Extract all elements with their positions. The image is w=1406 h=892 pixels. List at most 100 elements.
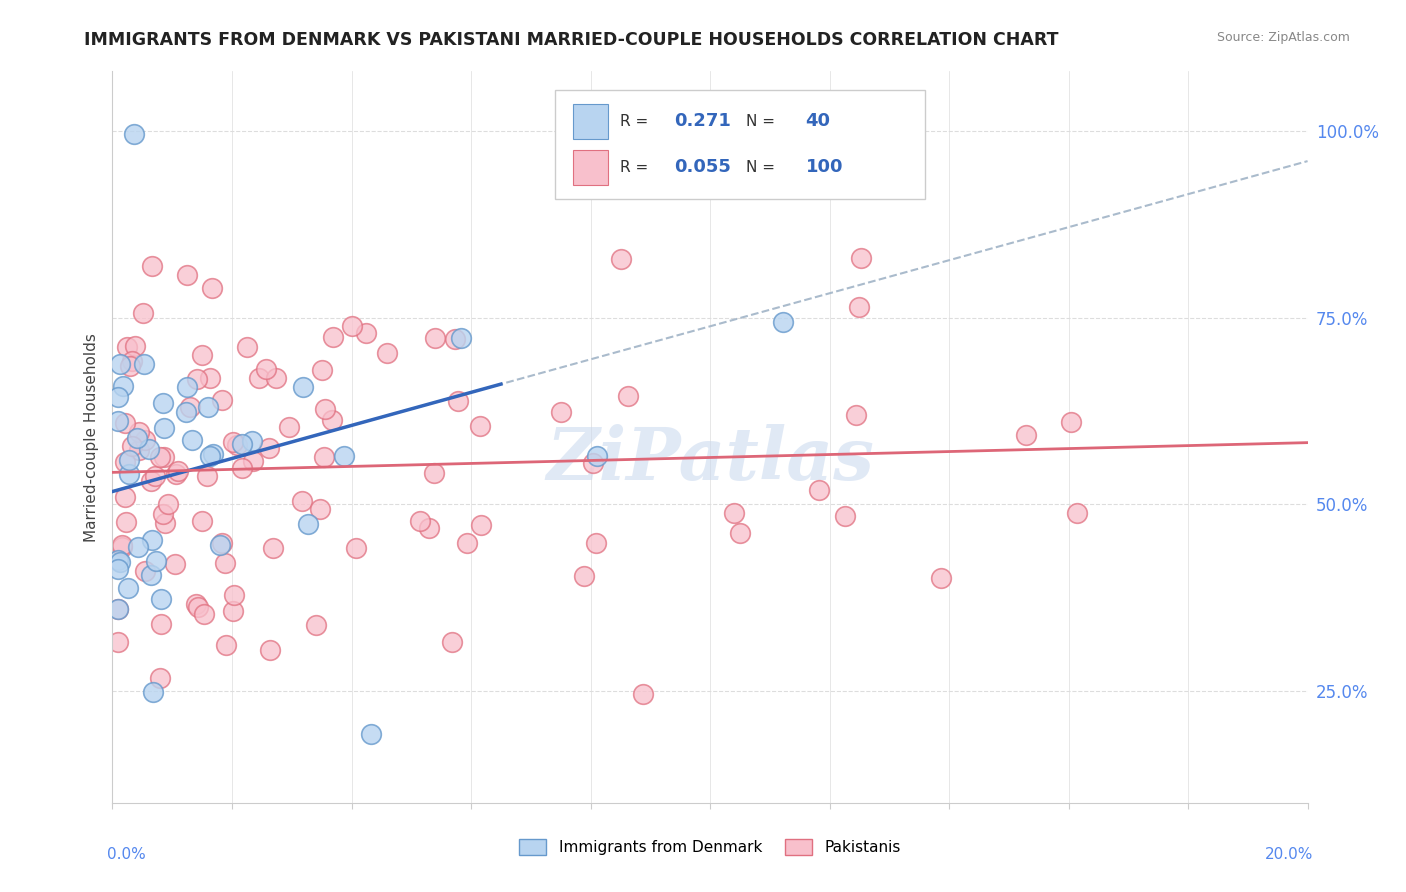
Point (200, 371, 222, 385)
Point (582, 456, 605, 470)
Point (143, 469, 166, 483)
Text: 0.271: 0.271 (675, 112, 731, 130)
Point (728, 525, 751, 540)
Text: N =: N = (747, 160, 780, 175)
Point (222, 435, 245, 450)
Point (191, 349, 214, 363)
Point (128, 443, 150, 458)
Point (1066, 506, 1088, 520)
Point (152, 421, 174, 435)
Point (124, 339, 146, 353)
Point (247, 371, 270, 385)
Point (610, 252, 633, 266)
Point (231, 437, 253, 451)
Point (550, 405, 572, 419)
Point (117, 340, 139, 354)
Point (118, 359, 141, 374)
Point (107, 390, 129, 404)
Point (190, 514, 212, 528)
Point (277, 419, 299, 434)
Text: R =: R = (620, 114, 654, 129)
Point (114, 416, 136, 430)
Point (107, 634, 129, 648)
Text: Source: ZipAtlas.com: Source: ZipAtlas.com (1216, 31, 1350, 45)
Point (152, 508, 174, 522)
Point (150, 617, 173, 632)
Bar (572, 150, 609, 186)
Point (125, 432, 148, 446)
Text: R =: R = (620, 160, 654, 175)
Point (360, 727, 382, 741)
Point (1060, 415, 1083, 429)
Point (111, 538, 134, 552)
Point (845, 408, 868, 422)
Point (259, 441, 281, 455)
Text: 0.0%: 0.0% (107, 847, 145, 862)
Point (117, 581, 139, 595)
Point (1015, 428, 1038, 442)
Point (197, 401, 219, 415)
Point (141, 533, 163, 548)
Point (132, 358, 155, 372)
Point (114, 515, 136, 529)
Point (149, 450, 172, 464)
Point (585, 536, 607, 550)
Text: ZiPatlas: ZiPatlas (546, 424, 875, 494)
Point (150, 592, 173, 607)
Point (138, 442, 160, 456)
Point (122, 128, 145, 142)
Point (849, 251, 872, 265)
Point (201, 447, 224, 461)
Point (110, 555, 132, 569)
Point (772, 315, 794, 329)
Point (184, 597, 207, 611)
Point (201, 281, 224, 295)
Point (149, 671, 172, 685)
Point (165, 558, 187, 572)
Point (179, 400, 201, 414)
Point (107, 553, 129, 567)
Point (314, 401, 336, 416)
Point (264, 371, 287, 385)
Point (308, 502, 330, 516)
Point (200, 449, 222, 463)
Point (340, 318, 363, 333)
Y-axis label: Married-couple Households: Married-couple Households (83, 333, 98, 541)
Point (616, 389, 638, 403)
Point (450, 331, 472, 345)
Point (176, 268, 198, 282)
Point (127, 540, 149, 554)
Point (447, 394, 470, 409)
Point (118, 467, 141, 482)
Point (723, 506, 745, 520)
Point (222, 604, 245, 618)
Point (157, 497, 180, 511)
Point (139, 568, 162, 582)
Point (683, 109, 706, 123)
Point (141, 259, 163, 273)
Point (291, 493, 314, 508)
Point (440, 635, 463, 649)
Point (152, 396, 174, 410)
Point (180, 433, 202, 447)
Point (132, 306, 155, 320)
Text: N =: N = (747, 114, 780, 129)
Point (470, 518, 492, 533)
Point (118, 452, 141, 467)
Point (808, 483, 831, 497)
Point (155, 516, 177, 530)
Point (409, 514, 432, 528)
Point (344, 541, 367, 555)
Point (444, 332, 467, 346)
Point (134, 433, 156, 447)
Text: 100: 100 (806, 158, 844, 176)
Point (139, 474, 162, 488)
Point (107, 601, 129, 615)
Point (165, 467, 187, 482)
Point (242, 454, 264, 468)
Point (224, 588, 246, 602)
Point (848, 300, 870, 314)
Point (333, 449, 356, 463)
Point (134, 564, 156, 578)
Point (586, 449, 609, 463)
